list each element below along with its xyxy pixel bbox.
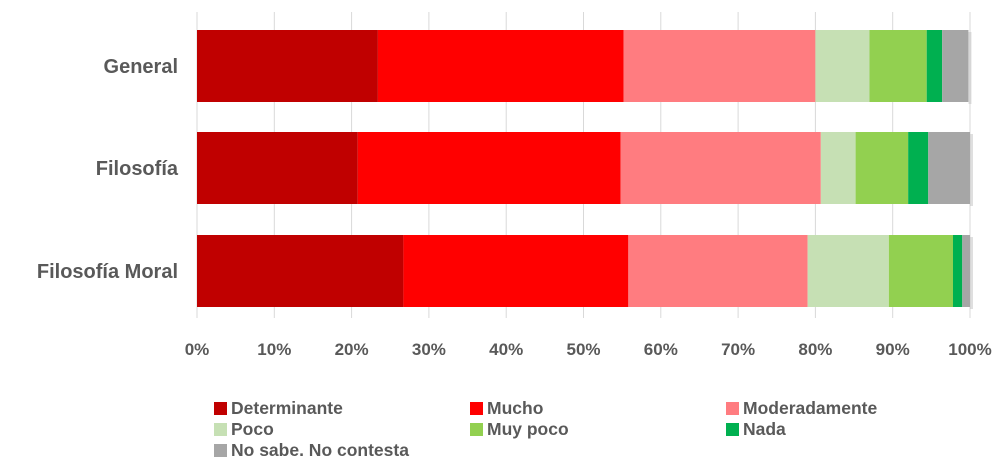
bar-segment-no-sabe-no-contesta — [962, 235, 970, 307]
bar-segment-nada — [926, 30, 943, 102]
bar-segment-moderadamente — [628, 235, 808, 307]
bar-segment-moderadamente — [620, 132, 821, 204]
legend-label: No sabe. No contesta — [231, 440, 409, 460]
bar-shadow — [968, 32, 972, 104]
bar-segment-muy-poco — [869, 30, 927, 102]
legend-swatch — [470, 402, 483, 415]
category-label: Filosofía — [96, 158, 179, 180]
legend-item: Mucho — [470, 398, 543, 419]
bar-segment-poco — [807, 235, 889, 307]
category-label: Filosofía Moral — [37, 261, 178, 283]
legend-swatch — [214, 444, 227, 457]
bar-segment-no-sabe-no-contesta — [942, 30, 969, 102]
legend-item: Nada — [726, 419, 786, 440]
legend-item: Muy poco — [470, 419, 569, 440]
legend-item: Moderadamente — [726, 398, 877, 419]
bar-segment-determinante — [197, 235, 404, 307]
x-tick-label: 60% — [644, 340, 678, 359]
category-labels: General Filosofía Filosofía Moral — [37, 56, 179, 283]
legend-label: Mucho — [487, 398, 544, 418]
legend-item: Poco — [214, 419, 274, 440]
legend-label: Nada — [743, 419, 786, 439]
bar-segment-determinante — [197, 132, 358, 204]
legend-label: Poco — [231, 419, 274, 439]
bar-segment-mucho — [377, 30, 624, 102]
x-tick-label: 50% — [566, 340, 600, 359]
bars — [197, 30, 973, 309]
legend-label: Moderadamente — [743, 398, 878, 418]
x-tick-label: 40% — [489, 340, 523, 359]
legend-swatch — [470, 423, 483, 436]
x-tick-label: 10% — [257, 340, 291, 359]
category-label: General — [104, 56, 178, 78]
legend-swatch — [726, 423, 739, 436]
bar-segment-determinante — [197, 30, 378, 102]
legend-item: Determinante — [214, 398, 343, 419]
bar-segment-mucho — [403, 235, 629, 307]
bar-segment-moderadamente — [623, 30, 816, 102]
legend-swatch — [214, 402, 227, 415]
x-tick-label: 100% — [948, 340, 991, 359]
x-tick-labels: 0% 10% 20% 30% 40% 50% 60% 70% 80% 90% 100% — [185, 340, 992, 359]
stacked-bar-chart: General Filosofía Filosofía Moral 0% 10% 20%… — [37, 12, 992, 359]
x-tick-label: 30% — [412, 340, 446, 359]
bar-segment-poco — [820, 132, 856, 204]
bar-segment-poco — [815, 30, 870, 102]
bar-segment-no-sabe-no-contesta — [928, 132, 970, 204]
x-tick-label: 80% — [798, 340, 832, 359]
bar-shadow — [970, 134, 973, 206]
bar-shadow — [970, 237, 973, 309]
bar-segment-mucho — [357, 132, 621, 204]
bar-segment-muy-poco — [888, 235, 953, 307]
legend-item: No sabe. No contesta — [214, 440, 409, 461]
bar-segment-nada — [908, 132, 929, 204]
x-tick-label: 70% — [721, 340, 755, 359]
x-tick-label: 0% — [185, 340, 210, 359]
bar-segment-muy-poco — [855, 132, 909, 204]
x-tick-label: 90% — [876, 340, 910, 359]
legend-swatch — [214, 423, 227, 436]
legend-label: Muy poco — [487, 419, 569, 439]
legend-swatch — [726, 402, 739, 415]
legend-label: Determinante — [231, 398, 343, 418]
x-tick-label: 20% — [335, 340, 369, 359]
bar-segment-nada — [952, 235, 963, 307]
